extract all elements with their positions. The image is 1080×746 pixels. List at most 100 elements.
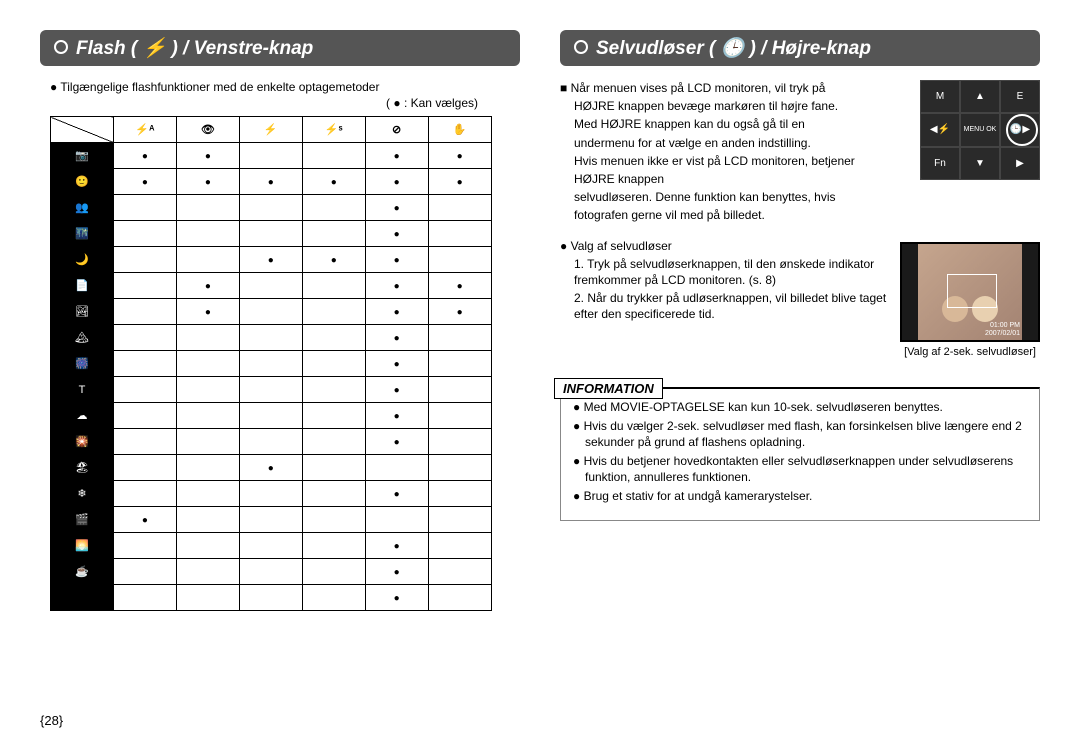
table-cell: [239, 143, 302, 169]
para1-line: HØJRE knappen: [574, 171, 908, 187]
table-cell: ●: [365, 377, 428, 403]
table-cell: [302, 195, 365, 221]
para1-line: fotografen gerne vil med på billedet.: [574, 207, 908, 223]
table-cell: [428, 559, 491, 585]
table-cell: [428, 247, 491, 273]
table-cell: [113, 377, 176, 403]
lcd-preview: 01:00 PM 2007/02/01: [900, 242, 1040, 342]
para1-line: selvudløseren. Denne funktion kan benytt…: [574, 189, 908, 205]
row-header-icon: ☕: [51, 559, 114, 585]
table-cell: [239, 377, 302, 403]
table-cell: ●: [365, 403, 428, 429]
info-item: Brug et stativ for at undgå kamerarystel…: [573, 488, 1027, 504]
table-cell: ●: [365, 559, 428, 585]
control-pad: M ▲ E ◀⚡ MENU OK 🕒▶ Fn ▼ ▶: [920, 80, 1040, 180]
table-cell: [428, 507, 491, 533]
col-header: ⚡ˢ: [302, 117, 365, 143]
table-cell: ●: [428, 299, 491, 325]
table-cell: ●: [365, 273, 428, 299]
table-cell: [302, 377, 365, 403]
row-header-icon: 👥: [51, 195, 114, 221]
table-cell: [302, 429, 365, 455]
pad-up: ▲: [960, 80, 1000, 113]
row-header-icon: 🌅: [51, 533, 114, 559]
para1-line: Hvis menuen ikke er vist på LCD monitore…: [574, 153, 908, 169]
table-cell: ●: [428, 143, 491, 169]
table-cell: [113, 455, 176, 481]
row-header-icon: 🙂: [51, 169, 114, 195]
table-cell: [428, 403, 491, 429]
table-cell: [302, 273, 365, 299]
table-cell: ●: [176, 273, 239, 299]
table-cell: [239, 507, 302, 533]
table-cell: [302, 403, 365, 429]
table-cell: ●: [365, 221, 428, 247]
pad-play: ▶: [1000, 147, 1040, 180]
table-cell: [239, 481, 302, 507]
pad-ok: MENU OK: [960, 113, 1000, 146]
table-cell: ●: [239, 169, 302, 195]
table-cell: [428, 325, 491, 351]
col-header: ✋: [428, 117, 491, 143]
col-header: ⊘: [365, 117, 428, 143]
info-title: INFORMATION: [554, 378, 663, 399]
row-header-icon: ❄: [51, 481, 114, 507]
step2: 2. Når du trykker på udløserknappen, vil…: [574, 290, 890, 322]
col-header: ⚡: [239, 117, 302, 143]
flash-table: ⚡ᴬ👁⚡⚡ˢ⊘✋ 📷●●●●🙂●●●●●●👥●🌃●🌙●●●📄●●●🏞●●●🏔●🎆…: [50, 116, 492, 611]
table-cell: ●: [365, 143, 428, 169]
table-cell: ●: [365, 195, 428, 221]
table-cell: [113, 351, 176, 377]
table-cell: ●: [302, 169, 365, 195]
table-cell: [302, 299, 365, 325]
table-cell: ●: [365, 481, 428, 507]
table-cell: [302, 143, 365, 169]
para1-line: undermenu for at vælge en anden indstill…: [574, 135, 908, 151]
table-cell: [113, 195, 176, 221]
table-cell: ●: [365, 429, 428, 455]
table-cell: [113, 533, 176, 559]
table-cell: [302, 481, 365, 507]
table-cell: [176, 429, 239, 455]
table-cell: [113, 299, 176, 325]
pad-m: M: [920, 80, 960, 113]
table-cell: ●: [113, 169, 176, 195]
table-cell: ●: [365, 585, 428, 611]
table-cell: [176, 403, 239, 429]
table-cell: [176, 559, 239, 585]
table-cell: ●: [239, 247, 302, 273]
pad-down: ▼: [960, 147, 1000, 180]
para1-line: Når menuen vises på LCD monitoren, vil t…: [560, 80, 908, 96]
lcd-time2: 2007/02/01: [985, 330, 1020, 337]
table-cell: [428, 195, 491, 221]
table-cell: [176, 195, 239, 221]
table-cell: [176, 221, 239, 247]
row-header-icon: 📄: [51, 273, 114, 299]
table-cell: ●: [365, 299, 428, 325]
lcd-caption: [Valg af 2-sek. selvudløser]: [900, 346, 1040, 358]
table-cell: ●: [302, 247, 365, 273]
row-header-icon: 📷: [51, 143, 114, 169]
pad-fn: Fn: [920, 147, 960, 180]
pad-right: 🕒▶: [1000, 113, 1040, 146]
table-cell: [428, 221, 491, 247]
table-cell: ●: [428, 169, 491, 195]
lcd-time1: 01:00 PM: [990, 322, 1020, 329]
right-block-2: Valg af selvudløser 1. Tryk på selvudløs…: [560, 238, 1040, 358]
table-cell: [239, 273, 302, 299]
table-cell: [428, 429, 491, 455]
table-cell: [113, 429, 176, 455]
row-header-icon: 🎇: [51, 429, 114, 455]
table-cell: [302, 507, 365, 533]
table-cell: ●: [239, 455, 302, 481]
step1: 1. Tryk på selvudløserknappen, til den ø…: [574, 256, 890, 288]
table-cell: [176, 247, 239, 273]
table-cell: [176, 533, 239, 559]
table-cell: [302, 455, 365, 481]
table-cell: [239, 533, 302, 559]
row-header-icon: [51, 585, 114, 611]
table-cell: [239, 559, 302, 585]
table-cell: [302, 221, 365, 247]
table-cell: ●: [113, 507, 176, 533]
right-title: Selvudløser ( 🕒 ) / Højre-knap: [560, 30, 1040, 66]
